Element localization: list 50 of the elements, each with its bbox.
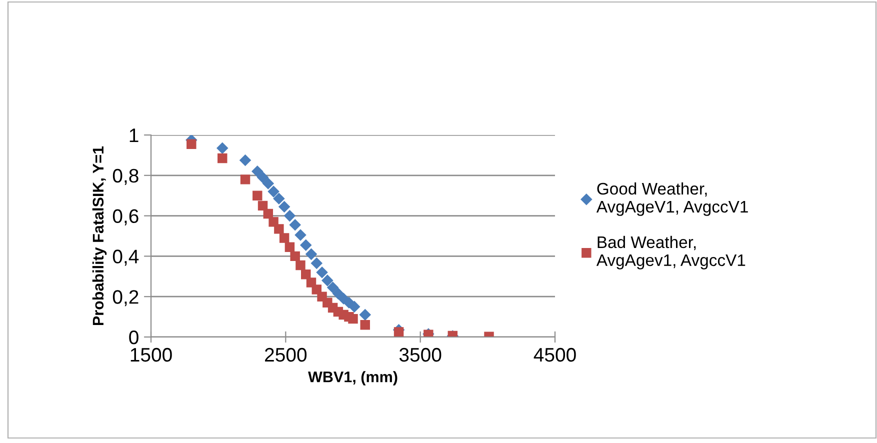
y-tick-label: 0,6 [112, 209, 138, 226]
point [360, 309, 371, 320]
point [306, 248, 317, 260]
point [263, 208, 274, 219]
point [268, 186, 280, 198]
point [300, 239, 312, 251]
point [301, 270, 311, 280]
point [290, 251, 300, 262]
point [311, 258, 322, 269]
point [284, 210, 296, 222]
legend-label: Good Weather, AvgAgeV1, AvgccV1 [596, 182, 748, 216]
point [240, 154, 251, 166]
y-tick-label: 1 [130, 128, 138, 142]
point [218, 153, 228, 164]
legend-label: Bad Weather, AvgAgev1, AvgccV1 [596, 236, 746, 270]
point [252, 166, 263, 177]
point [294, 229, 306, 241]
point [316, 266, 328, 278]
y-tick-label: 0 [129, 330, 138, 344]
point [186, 139, 196, 149]
x-tick-label: 4500 [534, 348, 576, 362]
point [252, 190, 262, 200]
point [322, 274, 334, 286]
point [216, 142, 228, 154]
point [262, 178, 274, 190]
point [332, 288, 344, 300]
point [296, 260, 306, 270]
point [279, 233, 290, 243]
x-tick-label: 2500 [265, 348, 307, 362]
y-tick-label: 0,8 [112, 168, 138, 185]
x-tick-label: 3500 [399, 348, 442, 362]
point [360, 320, 370, 330]
point [257, 172, 268, 184]
point [327, 282, 338, 294]
point [348, 314, 358, 324]
y-tick-label: 0,4 [112, 250, 139, 266]
x-axis-title: WBV1, (mm) [308, 371, 398, 386]
point [289, 219, 301, 230]
point [258, 200, 268, 211]
point [394, 327, 404, 337]
y-axis-title: Probability FatalSIK, Y=1 [92, 146, 107, 326]
point [274, 224, 284, 234]
point [348, 301, 360, 312]
x-tick-label: 1500 [130, 348, 172, 362]
point [306, 278, 316, 288]
point [278, 201, 290, 212]
point [240, 174, 250, 184]
y-tick-label: 0,2 [112, 290, 138, 306]
point [284, 242, 295, 252]
point [273, 193, 285, 204]
